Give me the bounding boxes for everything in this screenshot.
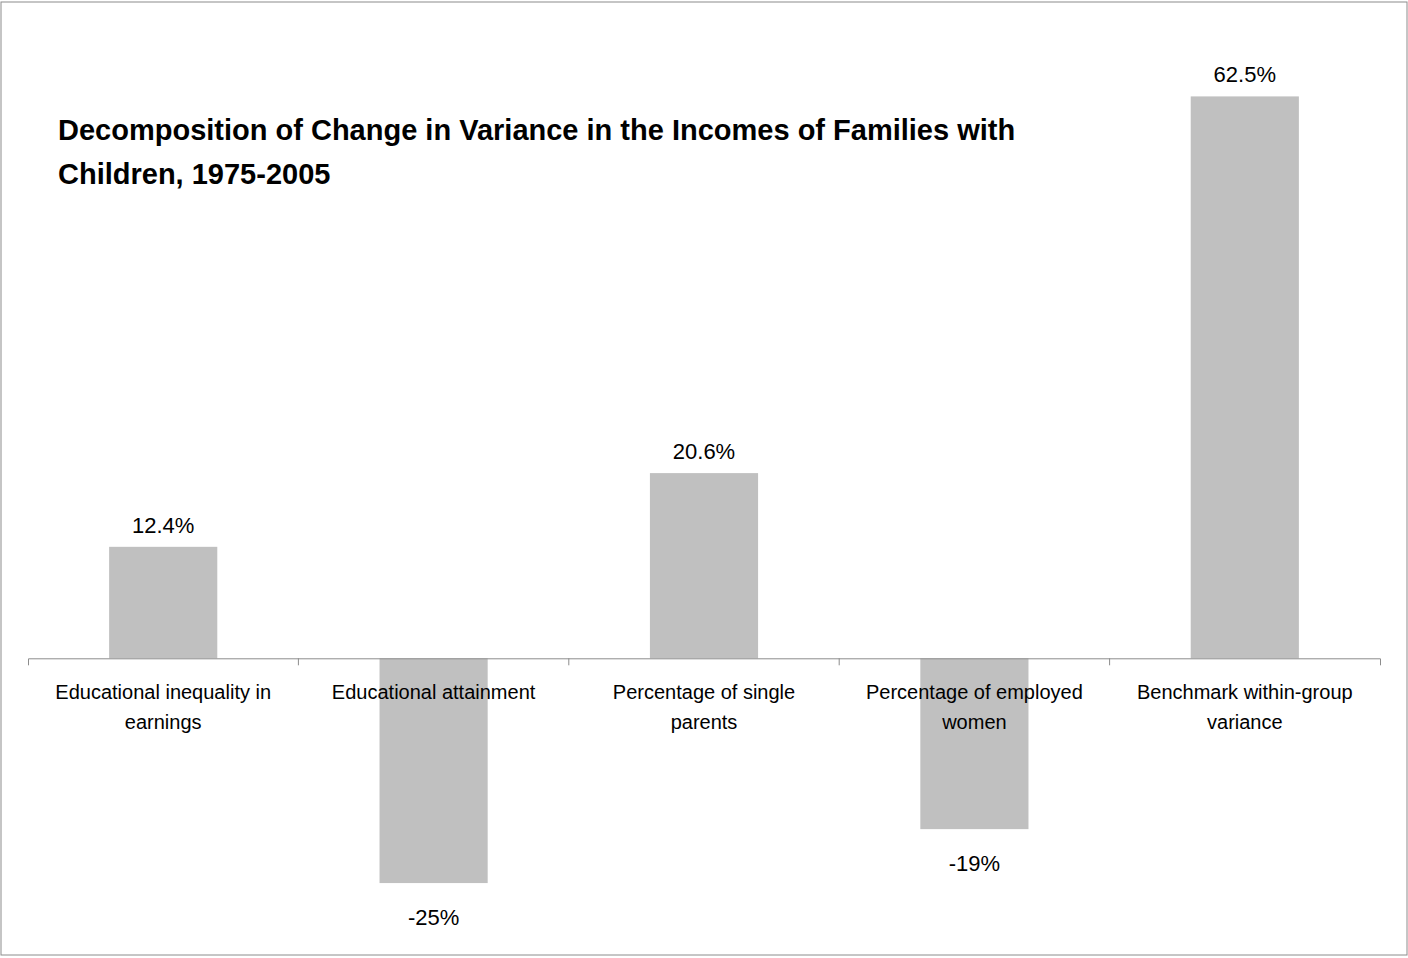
text-line: Children, 1975-2005 (58, 158, 330, 190)
tick: Benchmark within-group variance (1137, 658, 1353, 733)
data-label: 12.4% (132, 513, 194, 538)
axis-line (29, 659, 1381, 666)
data-label: -25% (408, 905, 459, 930)
tick-label: Percentage of employed women (866, 681, 1083, 733)
tick: Educational inequality in earnings (55, 658, 271, 733)
data-label: 62.5% (1214, 62, 1276, 87)
data-label: -19% (949, 851, 1000, 876)
chart: Educational inequality inearningsEducati… (0, 0, 1408, 958)
plot-frame (1, 2, 1407, 955)
tick-label: Educational attainment (332, 681, 536, 703)
x-axis: Educational inequality inearningsEducati… (29, 658, 1381, 733)
category-separator (298, 658, 299, 665)
text-line: Educational attainment (332, 681, 536, 703)
text-line: earnings (125, 711, 202, 733)
text-line: Decomposition of Change in Variance in t… (58, 114, 1015, 146)
category-separator (839, 658, 840, 665)
text-line: variance (1207, 711, 1283, 733)
bar (109, 547, 217, 658)
text-line: Benchmark within-group (1137, 681, 1353, 703)
tick-label: Benchmark within-group variance (1137, 681, 1353, 733)
text-line: Educational inequality in (55, 681, 271, 703)
tick-label: Educational inequality in earnings (55, 681, 271, 733)
tick: Percentage of employed women (866, 658, 1083, 733)
data-label: 20.6% (673, 439, 735, 464)
bar (1191, 96, 1299, 658)
data-labels: 12.4% -25% 20.6% -19% 62.5% (132, 62, 1276, 930)
text-line: Percentage of single (613, 681, 795, 703)
tick: Percentage of single parents (613, 658, 795, 733)
text-line: women (941, 711, 1006, 733)
tick: Educational attainment (332, 658, 536, 703)
bar (650, 473, 758, 658)
bars (109, 96, 1299, 883)
category-separator (568, 658, 569, 665)
chart-title: Decomposition of Change in Variance in t… (58, 114, 1015, 190)
text-line: parents (671, 711, 738, 733)
tick-label: Percentage of single parents (613, 681, 795, 733)
text-line: Percentage of employed (866, 681, 1083, 703)
category-separator (1109, 658, 1110, 665)
